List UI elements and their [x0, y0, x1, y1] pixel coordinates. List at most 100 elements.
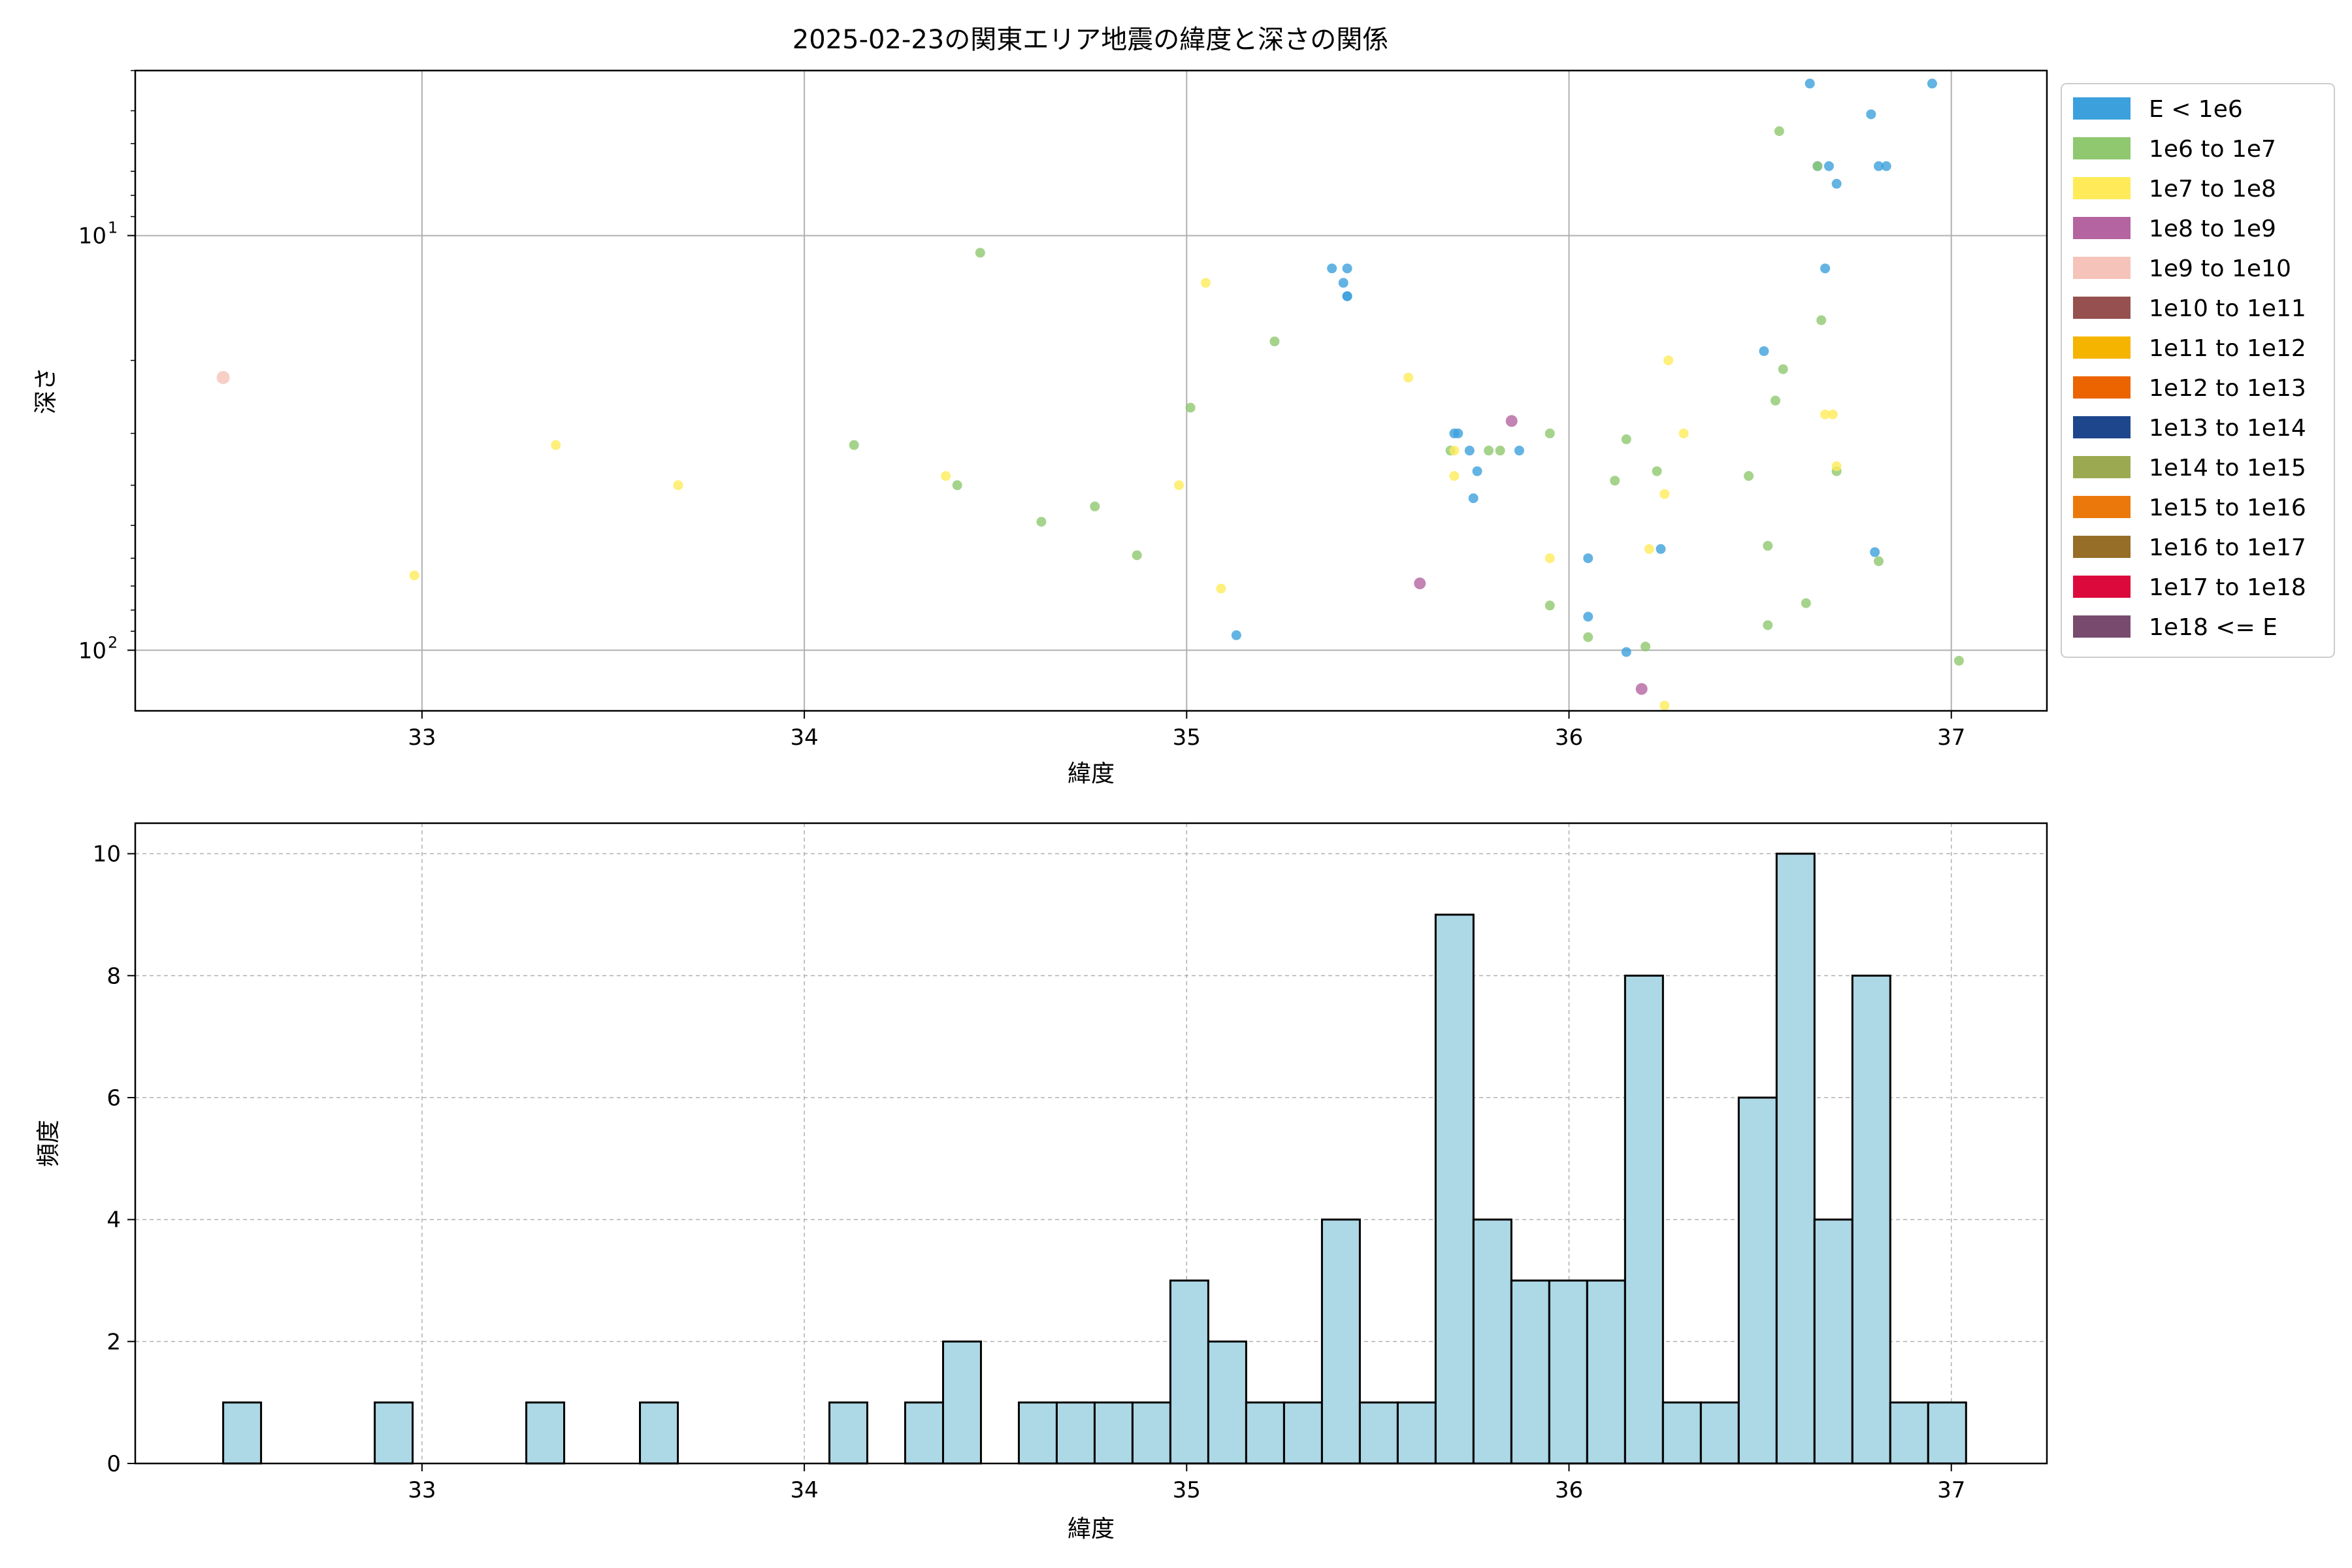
scatter-point [1827, 409, 1838, 419]
scatter-point [1801, 598, 1811, 608]
scatter-x-tick-label: 33 [408, 725, 436, 751]
legend-label: 1e7 to 1e8 [2149, 176, 2276, 203]
histogram-bar [941, 1340, 982, 1465]
histogram-bar [1699, 1401, 1740, 1465]
legend-label: 1e16 to 1e17 [2149, 534, 2306, 561]
legend-label: 1e10 to 1e11 [2149, 295, 2306, 322]
histogram-y-ticks: 0 2 4 6 8 10 [93, 841, 135, 1477]
scatter-point [1544, 428, 1555, 438]
scatter-point [1453, 428, 1463, 438]
scatter-point [1544, 600, 1555, 611]
scatter-point [1174, 480, 1184, 491]
histogram-bar [1889, 1401, 1929, 1465]
scatter-point [1820, 263, 1831, 274]
legend-label: 1e13 to 1e14 [2149, 415, 2306, 442]
scatter-points [216, 78, 1964, 711]
legend-label: 1e15 to 1e16 [2149, 495, 2306, 521]
legend-label: 1e11 to 1e12 [2149, 335, 2306, 362]
scatter-point [1874, 161, 1884, 171]
scatter-point [1831, 461, 1842, 472]
scatter-point [975, 248, 985, 258]
histogram-bar [1169, 1279, 1209, 1465]
scatter-y-tick-exponent: 2 [108, 633, 118, 651]
legend-swatch [2073, 376, 2131, 399]
scatter-point [1464, 446, 1475, 456]
scatter-point [1953, 655, 1964, 666]
scatter-point [1805, 78, 1815, 89]
histogram-bar [374, 1401, 414, 1465]
legend-label: 1e17 to 1e18 [2149, 574, 2306, 601]
scatter-point [1327, 263, 1337, 274]
legend-label: 1e18 <= E [2149, 614, 2278, 641]
histogram-x-tick-label: 33 [408, 1477, 436, 1503]
scatter-point [1763, 540, 1773, 551]
scatter-point [1338, 278, 1348, 288]
scatter-series [409, 278, 1842, 711]
legend-swatch [2073, 257, 2131, 279]
scatter-point [1342, 263, 1352, 274]
histogram-bar [1851, 974, 1891, 1465]
scatter-point [1866, 109, 1876, 120]
histogram-x-axis-label: 緯度 [1068, 1516, 1115, 1543]
legend-swatch [2073, 336, 2131, 359]
histogram-y-tick-label: 6 [106, 1085, 121, 1111]
scatter-point [1823, 161, 1834, 171]
legend-box [2061, 83, 2335, 658]
scatter-point [1449, 471, 1460, 482]
scatter-point [941, 471, 951, 482]
scatter-x-tick-label: 36 [1555, 725, 1583, 751]
scatter-series [849, 126, 1964, 666]
scatter-series [216, 370, 230, 384]
histogram-bar [1282, 1401, 1323, 1465]
scatter-point [1641, 642, 1651, 652]
histogram-bar [639, 1401, 679, 1465]
legend-swatch [2073, 615, 2131, 638]
legend-swatch [2073, 297, 2131, 319]
scatter-point [1635, 683, 1648, 695]
scatter-point [1774, 126, 1784, 137]
histogram-bar [1131, 1401, 1171, 1465]
legend-swatch [2073, 576, 2131, 598]
scatter-point [1663, 355, 1674, 366]
legend-swatch [2073, 137, 2131, 159]
scatter-series [1231, 78, 1937, 657]
scatter-point [1583, 553, 1593, 563]
histogram-bar [1548, 1279, 1588, 1465]
legend-swatch [2073, 97, 2131, 120]
chart-title: 2025-02-23の関東エリア地震の緯度と深さの関係 [792, 25, 1388, 55]
scatter-point [1583, 632, 1593, 642]
histogram-x-tick-label: 37 [1937, 1477, 1965, 1503]
legend-swatch [2073, 536, 2131, 558]
scatter-point [1831, 178, 1842, 189]
histogram-y-tick-label: 10 [93, 841, 121, 868]
scatter-point [1881, 161, 1891, 171]
histogram-bars [222, 853, 1967, 1465]
scatter-point [1763, 620, 1773, 630]
histogram-x-tick-label: 36 [1555, 1477, 1583, 1503]
histogram-bar [1775, 853, 1816, 1465]
scatter-point [1090, 501, 1100, 512]
scatter-point [1185, 402, 1196, 413]
scatter-point [1216, 583, 1226, 594]
legend-label: 1e9 to 1e10 [2149, 255, 2291, 282]
scatter-point [1403, 372, 1414, 383]
scatter-point [1759, 346, 1769, 356]
scatter-point [216, 370, 230, 384]
legend-label: 1e14 to 1e15 [2149, 455, 2306, 482]
histogram-bar [1017, 1401, 1058, 1465]
scatter-point [1678, 428, 1689, 438]
legend-swatch [2073, 217, 2131, 239]
scatter-point [673, 480, 683, 491]
scatter-point [1495, 446, 1505, 456]
histogram-bar [1055, 1401, 1096, 1465]
legend-label: 1e6 to 1e7 [2149, 136, 2276, 163]
scatter-point [1659, 489, 1670, 499]
scatter-point [1414, 577, 1426, 589]
scatter-point [1036, 517, 1047, 527]
scatter-point [1583, 612, 1593, 622]
scatter-point [1816, 315, 1827, 325]
scatter-point [1812, 161, 1823, 171]
scatter-point [1514, 446, 1524, 456]
